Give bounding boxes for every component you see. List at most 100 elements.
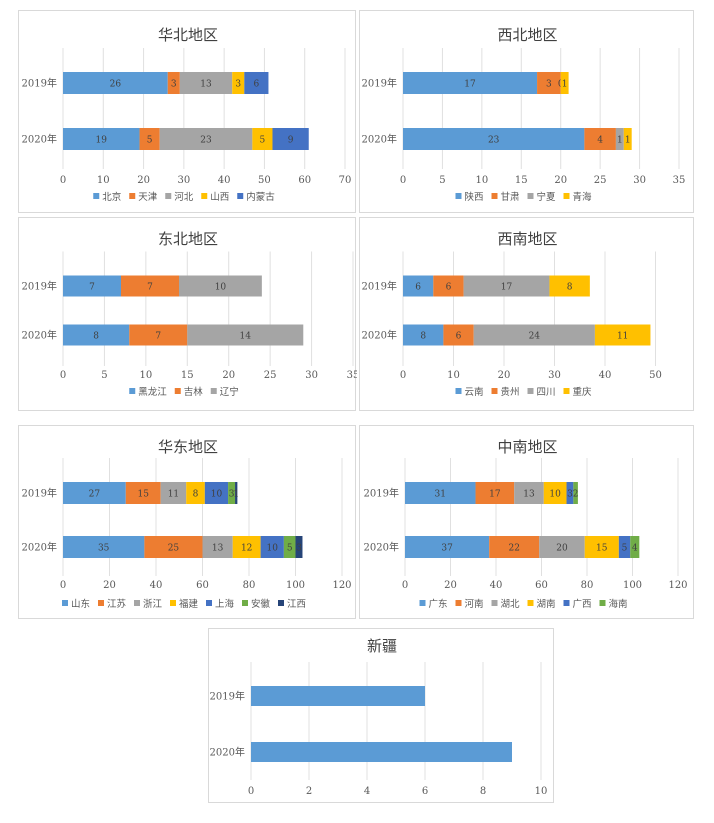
x-tick-label: 20 [222,370,235,381]
data-label: 6 [446,283,452,293]
data-label: 17 [501,283,513,293]
legend-swatch [278,600,284,606]
x-tick-label: 0 [60,370,66,381]
bar-segment [615,128,624,150]
x-tick-label: 70 [339,175,352,186]
x-tick-label: 100 [286,580,305,591]
bar-segment [473,324,595,346]
bar-segment [232,536,261,558]
legend-label: 安徽 [251,598,271,610]
bar-segment [187,324,304,346]
legend-label: 甘肃 [501,191,520,203]
bar-segment [489,536,540,558]
legend-swatch [455,193,462,199]
legend-swatch [170,600,176,606]
legend-label: 山东 [71,598,90,610]
data-label: 24 [529,332,541,342]
legend-swatch [527,388,534,394]
bar-segment [63,128,140,150]
data-label: 7 [147,283,153,293]
data-label: 17 [489,490,501,500]
legend-swatch [563,193,570,199]
bar-segment [594,324,651,346]
legend-label: 北京 [102,191,121,203]
x-tick-label: 6 [422,786,428,797]
legend-label: 海南 [609,598,628,610]
x-tick-label: 60 [535,580,548,591]
x-tick-label: 10 [139,370,152,381]
x-tick-label: 10 [447,370,460,381]
legend-label: 河北 [174,191,194,203]
bar-segment [121,275,179,297]
category-label: 2019年 [210,690,245,703]
data-label: 4 [632,544,638,554]
data-label: 15 [137,490,149,500]
x-tick-label: 20 [444,580,457,591]
bar-segment [295,536,303,558]
chart-panel-dongbei: 东北地区 0 5 10 15 20 25 30 35 2019年 2020年 7 7 10 8 7 14 黑龙江 吉… [18,217,357,411]
bar-segment [63,324,130,346]
data-label: 8 [567,283,573,293]
legend-swatch [201,193,208,199]
bar-segment [144,536,203,558]
bar-segment [405,482,476,504]
x-tick-label: 20 [137,175,150,186]
category-label: 2019年 [364,487,399,500]
data-label: 7 [155,332,161,342]
data-label: 17 [464,80,476,90]
legend-label: 广东 [429,598,448,610]
x-tick-label: 50 [258,175,271,186]
legend-swatch [93,193,100,199]
x-tick-label: 20 [103,580,116,591]
data-label: 3 [567,490,573,500]
data-label: 11 [168,490,179,500]
legend-label: 天津 [138,192,158,203]
bar-segment [560,72,569,94]
data-label: 8 [420,332,426,342]
data-label: 3 [235,80,241,90]
chart-title: 华东地区 [158,438,218,456]
legend-label: 四川 [537,387,556,398]
legend-label: 青海 [573,191,593,203]
legend-swatch [174,388,181,394]
chart-svg: 东北地区 0 5 10 15 20 25 30 35 2019年 2020年 7 7 10 8 7 14 黑龙江 吉… [22,230,357,398]
x-tick-label: 0 [248,786,254,797]
x-tick-label: 8 [480,786,486,797]
data-label: 23 [200,136,212,146]
bar-segment [584,128,616,150]
bar-segment [539,536,585,558]
x-tick-label: 40 [150,580,163,591]
category-label: 2019年 [362,280,397,293]
legend-label: 陕西 [465,191,484,203]
bar-segment [443,324,474,346]
chart-title: 东北地区 [158,230,218,248]
x-tick-label: 35 [673,175,686,186]
chart-svg: 华北地区 0 10 20 30 40 50 60 70 2019年 2020年 26 3 13 3 6 19 5 2… [22,26,352,203]
data-label: 8 [193,490,199,500]
bar-segment [63,275,121,297]
bar-segment [186,482,205,504]
data-label: 7 [89,283,95,293]
bar-segment [160,482,187,504]
bar-segment [433,275,464,297]
bar-segment [235,482,238,504]
legend-swatch [165,193,172,199]
legend-swatch [599,600,606,606]
legend-swatch [491,388,498,394]
legend-swatch [134,600,140,606]
x-tick-label: 30 [177,175,190,186]
bar-segment [63,482,126,504]
data-label: 6 [254,80,260,90]
bar-segment [618,536,631,558]
bar-segment [584,536,619,558]
chart-panel-xibei: 西北地区051015202530352019年2020年1730123411陕西… [359,10,694,213]
legend-swatch [455,600,462,606]
data-label: 5 [622,544,628,554]
bar-segment [179,72,233,94]
x-tick-label: 5 [101,370,107,381]
bar-segment [475,482,515,504]
x-tick-label: 2 [306,786,312,797]
data-label: 10 [267,544,279,554]
bar-segment [463,275,550,297]
